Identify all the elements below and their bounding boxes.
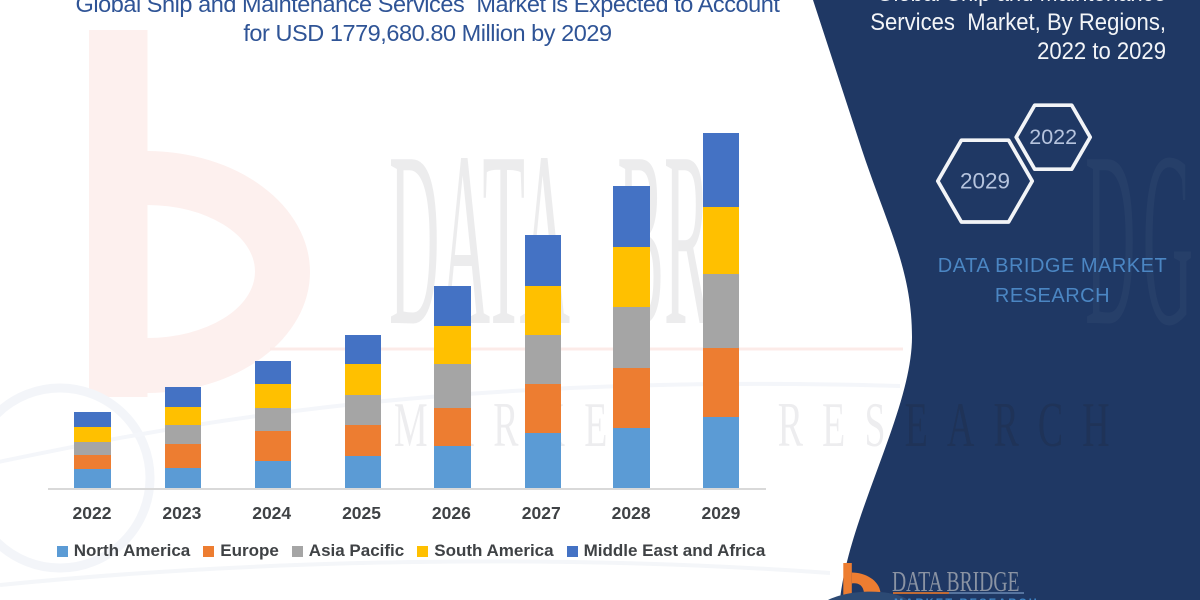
svg-text:2029: 2029 xyxy=(960,169,1010,194)
svg-text:2022: 2022 xyxy=(1029,125,1077,149)
